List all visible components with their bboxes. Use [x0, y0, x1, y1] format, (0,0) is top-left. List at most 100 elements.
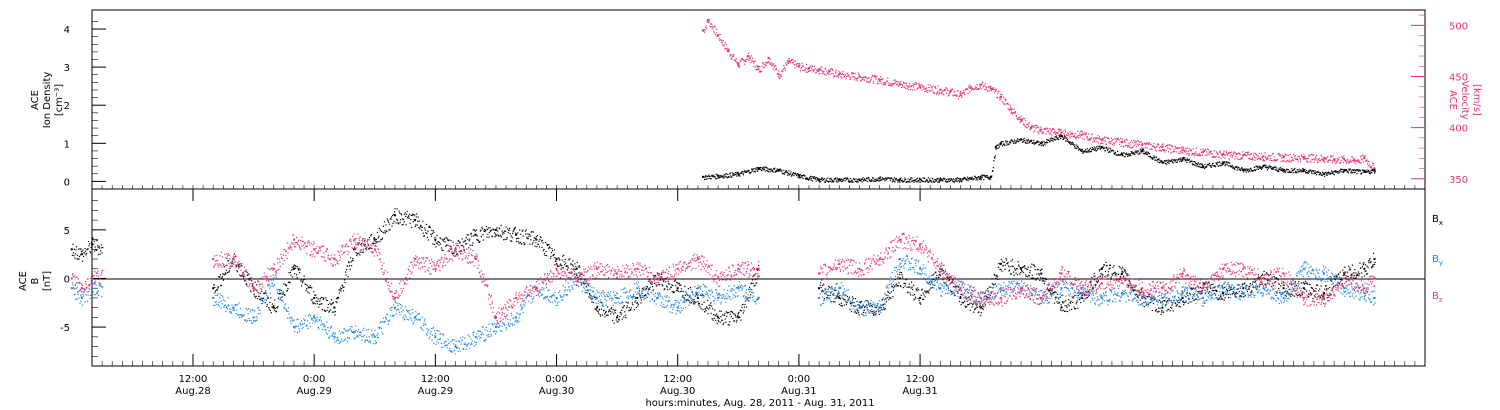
scatter-velocity: [1229, 152, 1231, 154]
scatter-velocity: [805, 71, 807, 73]
scatter-bx: [844, 294, 847, 297]
scatter-density: [1338, 171, 1340, 173]
scatter-density: [957, 180, 960, 182]
scatter-velocity: [1353, 161, 1356, 164]
scatter-density: [1199, 166, 1201, 168]
scatter-density: [920, 178, 922, 180]
scatter-bx: [1223, 299, 1225, 301]
scatter-bx: [657, 284, 659, 286]
scatter-bx: [337, 296, 340, 299]
scatter-density: [1212, 162, 1214, 164]
scatter-velocity: [1136, 146, 1138, 148]
scatter-bx: [401, 214, 403, 216]
scatter-density: [1029, 141, 1031, 143]
scatter-density: [1197, 162, 1199, 164]
scatter-bx: [1212, 283, 1214, 285]
scatter-bx: [293, 264, 295, 266]
scatter-density: [705, 178, 707, 180]
scatter-velocity: [1092, 138, 1094, 140]
scatter-bx: [222, 279, 224, 281]
scatter-bx: [998, 263, 1001, 265]
scatter-density: [1208, 162, 1211, 164]
scatter-bx: [246, 271, 248, 273]
point-bx: [1363, 267, 1366, 270]
scatter-velocity: [740, 59, 742, 61]
scatter-bx: [1257, 277, 1259, 279]
scatter-velocity: [902, 86, 904, 88]
scatter-velocity: [1028, 122, 1030, 124]
scatter-velocity: [746, 56, 748, 58]
scatter-velocity: [816, 71, 818, 73]
scatter-velocity: [1084, 132, 1086, 134]
scatter-bx: [73, 255, 75, 257]
scatter-velocity: [754, 60, 756, 62]
scatter-velocity: [838, 73, 840, 75]
scatter-density: [988, 177, 990, 180]
scatter-velocity: [1190, 149, 1192, 151]
scatter-density: [1334, 170, 1336, 172]
scatter-bx: [1256, 288, 1258, 290]
scatter-bx: [676, 289, 678, 291]
scatter-density: [994, 155, 997, 157]
scatter-velocity: [1358, 161, 1361, 163]
scatter-velocity: [1302, 155, 1304, 158]
scatter-density: [1205, 166, 1208, 168]
scatter-bx: [458, 250, 460, 253]
scatter-density: [957, 177, 959, 180]
scatter-bx: [875, 314, 877, 316]
scatter-velocity: [976, 83, 978, 86]
scatter-bx: [78, 255, 81, 258]
scatter-bx: [1154, 298, 1156, 300]
scatter-bx: [710, 302, 712, 304]
scatter-density: [1258, 165, 1260, 167]
scatter-bx: [899, 284, 902, 287]
scatter-density: [851, 179, 853, 181]
scatter-bx: [551, 247, 553, 250]
scatter-velocity: [1045, 133, 1048, 135]
scatter-density: [758, 168, 760, 170]
scatter-velocity: [767, 61, 769, 63]
scatter-bx: [388, 229, 390, 231]
scatter-bx: [976, 305, 978, 307]
scatter-bx: [650, 283, 652, 285]
scatter-velocity: [1088, 138, 1090, 141]
scatter-density: [760, 166, 762, 169]
scatter-velocity: [865, 77, 867, 79]
scatter-bx: [454, 249, 456, 252]
scatter-bx: [639, 297, 642, 299]
scatter-bx: [881, 298, 883, 300]
scatter-velocity: [1190, 150, 1192, 152]
scatter-density: [1247, 168, 1249, 171]
scatter-density: [1135, 151, 1137, 153]
scatter-bx: [839, 298, 841, 300]
scatter-bx: [410, 219, 412, 221]
scatter-velocity: [1136, 143, 1138, 145]
scatter-velocity: [840, 73, 843, 76]
scatter-velocity: [988, 90, 990, 92]
scatter-density: [1082, 151, 1084, 153]
scatter-bx: [580, 278, 582, 280]
scatter-velocity: [1064, 129, 1066, 131]
scatter-velocity: [1036, 127, 1038, 129]
scatter-bx: [925, 292, 927, 294]
scatter-density: [807, 178, 809, 180]
scatter-bx: [695, 293, 698, 295]
scatter-bx: [1038, 274, 1040, 276]
scatter-bx: [310, 299, 312, 301]
scatter-density: [1043, 142, 1045, 144]
scatter-density: [948, 181, 950, 183]
scatter-bx: [960, 293, 963, 296]
scatter-bx: [1189, 292, 1191, 294]
scatter-velocity: [705, 27, 708, 29]
scatter-bx: [535, 236, 538, 238]
scatter-velocity: [920, 84, 922, 86]
scatter-velocity: [1237, 153, 1239, 155]
scatter-bx: [1009, 273, 1012, 275]
scatter-density: [1109, 148, 1112, 150]
scatter-bx: [301, 280, 303, 283]
scatter-density: [1352, 169, 1354, 172]
scatter-velocity: [1009, 104, 1011, 106]
scatter-bx: [1131, 286, 1133, 288]
scatter-bx: [300, 280, 302, 282]
scatter-velocity: [874, 74, 876, 76]
